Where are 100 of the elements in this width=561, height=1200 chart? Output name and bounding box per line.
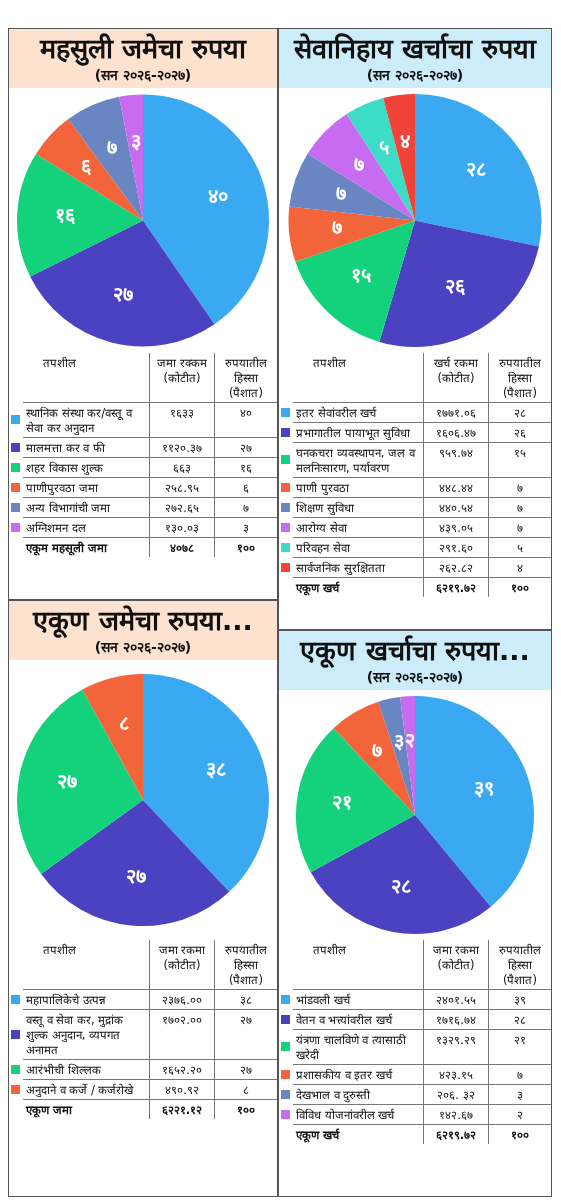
data-label: ५ (378, 135, 389, 160)
data-label: २८ (465, 157, 486, 182)
chart-title: सेवानिहाय खर्चाचा रुपया (292, 33, 538, 66)
text: ११२०.३७ (149, 437, 215, 458)
text: ३ (517, 1088, 523, 1103)
data-label: ३ (393, 729, 404, 754)
text: ७ (517, 1068, 523, 1083)
text: जमा रकमा (कोटीत) (423, 940, 489, 990)
legend-label: परिवहन सेवा (293, 537, 424, 558)
data-label: २ (405, 727, 416, 752)
legend-label: पाणीपुरवठा जमा (23, 477, 150, 498)
text: १०० (214, 1099, 277, 1120)
text: ६२१९.७२ (423, 577, 489, 598)
text: २८ (514, 406, 526, 421)
text: एकूम महसूली जमा (24, 540, 109, 558)
text: १०० (488, 577, 551, 598)
text: १७७१.०६ (423, 402, 489, 423)
data-label: २६ (445, 274, 467, 299)
data-label: २१ (332, 790, 353, 815)
legend-label: देखभाल व दुरुस्ती (293, 1084, 424, 1105)
text: ७ (517, 481, 523, 496)
legend-label: शिक्षण सुविधा (293, 497, 424, 518)
text: ७ (517, 521, 523, 536)
text: ३९ (514, 993, 526, 1008)
text: ६ (243, 481, 249, 496)
legend-label: विविध योजनांवरील खर्च (293, 1104, 424, 1125)
data-label: २८ (391, 874, 412, 899)
text: २ (517, 1108, 523, 1123)
data-label: ४० (207, 183, 228, 208)
data-label: २७ (113, 282, 134, 307)
legend-label: महापालिकेचे उत्पन्न (23, 989, 150, 1010)
text: २७ (240, 1013, 252, 1028)
data-label: ३८ (205, 757, 226, 782)
text: तपशील (23, 353, 150, 403)
text: २८ (514, 1013, 526, 1028)
data-label: ७ (372, 738, 383, 763)
text: ४ (517, 561, 523, 576)
text: २६ (514, 426, 526, 441)
text: २०६. ३२ (423, 1084, 489, 1105)
legend-label: घनकचरा व्यवस्थापन, जल व मलनिःसारण, पर्यावरण (293, 442, 424, 478)
text: ६६३ (149, 457, 215, 478)
data-label: १५ (350, 263, 371, 288)
legend-label: भांडवली खर्च (293, 989, 424, 1010)
text: ६२२१.१२ (149, 1099, 215, 1120)
data-label: ३९ (474, 776, 495, 801)
data-label: ३ (130, 129, 141, 154)
text: २५८.९५ (149, 477, 215, 498)
legend-label: वेतन व भत्त्यांवरील खर्च (293, 1009, 424, 1030)
data-label: ७ (354, 152, 365, 177)
text: ४३९.०५ (423, 517, 489, 538)
text: ७ (243, 501, 249, 516)
text: २७२.६५ (149, 497, 215, 518)
legend-label: आरोग्य सेवा (293, 517, 424, 538)
text: रुपयातील हिस्सा (पैशात) (488, 353, 551, 403)
data-label: २७ (56, 769, 77, 794)
text: जमा रकमा (कोटीत) (149, 940, 215, 990)
chart-title: महसुली जमेचा रुपया (38, 33, 248, 66)
legend-label: इतर सेवांवरील खर्च (293, 402, 424, 423)
text: ५ (517, 541, 523, 556)
text: १०० (214, 537, 277, 558)
text: ४० (240, 406, 252, 421)
text: २६२.८२ (423, 557, 489, 578)
text: १५ (514, 446, 526, 461)
legend-label: वस्तू व सेवा कर, मुद्रांक शुल्क अनुदान, व्यपगत अनामत (23, 1009, 150, 1060)
text: एकूण खर्च (294, 1127, 341, 1145)
text: १४२.६७ (423, 1104, 489, 1125)
legend-label: शहर विकास शुल्क (23, 457, 150, 478)
text: २४०१.५५ (423, 989, 489, 1010)
chart-subtitle: (सन २०२६-२०२७) (365, 668, 465, 687)
text: १३०.०३ (149, 517, 215, 538)
chart-subtitle: (सन २०२६-२०२७) (93, 66, 193, 85)
text: ३८ (240, 993, 252, 1008)
legend-label: पाणी पुरवठा (293, 477, 424, 498)
chart-title: एकूण जमेचा रुपया... (31, 605, 254, 638)
data-label: ७ (332, 215, 343, 240)
text: ४९०.९२ (149, 1079, 215, 1100)
text: ८ (243, 1083, 249, 1098)
text: ४२३.१५ (423, 1064, 489, 1085)
text: ४४०.५४ (423, 497, 489, 518)
text: रुपयातील हिस्सा (पैशात) (488, 940, 551, 990)
text: २७ (240, 1063, 252, 1078)
text: ३ (243, 521, 249, 536)
text: १६०६.४७ (423, 422, 489, 443)
text: ९५९.७४ (423, 442, 489, 478)
chart-subtitle: (सन २०२६-२०२७) (93, 638, 193, 657)
text: २७ (240, 441, 252, 456)
text: तपशील (23, 940, 150, 990)
text: तपशील (293, 353, 424, 403)
data-label: ७ (106, 135, 117, 160)
data-label: ७ (335, 181, 346, 206)
text: जमा रक्कम (कोटीत) (149, 353, 215, 403)
text: २९१.६० (423, 537, 489, 558)
text: खर्च रकमा (कोटीत) (423, 353, 489, 403)
legend-label: प्रशासकीय व इतर खर्च (293, 1064, 424, 1085)
text: एकूण जमा (24, 1102, 74, 1120)
text: २३७६.०० (149, 989, 215, 1010)
legend-label: अनुदाने व कर्जे / कर्जरोखे (23, 1079, 150, 1100)
text: २१ (514, 1033, 526, 1048)
text: ६२१९.७२ (423, 1124, 489, 1145)
legend-label: मालमत्ता कर व फी (23, 437, 150, 458)
